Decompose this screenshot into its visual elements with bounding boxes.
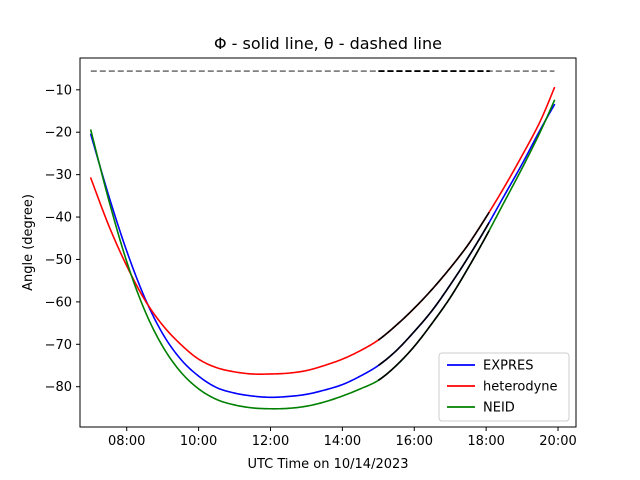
legend-label-neid: NEID xyxy=(483,401,515,416)
plot-layer xyxy=(89,70,556,410)
x-axis-ticks: 08:00 10:00 12:00 14:00 16:00 18:00 20:00 xyxy=(108,427,577,449)
highlight-segment-heterodyne xyxy=(377,211,490,341)
y-tick-label: −40 xyxy=(45,211,72,226)
legend-box xyxy=(438,352,570,422)
y-tick-label: −50 xyxy=(45,253,72,268)
legend: EXPRES heterodyne NEID xyxy=(438,352,570,422)
chart-title: Φ - solid line, θ - dashed line xyxy=(214,34,442,53)
y-tick-label: −20 xyxy=(45,126,72,141)
axes-frame xyxy=(79,57,577,428)
y-tick-label: −80 xyxy=(45,380,72,395)
x-tick-label: 14:00 xyxy=(324,434,361,449)
x-tick-label: 20:00 xyxy=(539,434,576,449)
x-axis-label: UTC Time on 10/14/2023 xyxy=(247,457,408,472)
y-tick-label: −60 xyxy=(45,295,72,310)
y-tick-label: −70 xyxy=(45,338,72,353)
x-tick-label: 12:00 xyxy=(252,434,289,449)
x-tick-label: 10:00 xyxy=(180,434,217,449)
x-tick-label: 18:00 xyxy=(467,434,504,449)
legend-label-heterodyne: heterodyne xyxy=(483,380,558,395)
highlight-segment-neid xyxy=(377,230,490,382)
x-tick-label: 08:00 xyxy=(108,434,145,449)
y-tick-label: −30 xyxy=(45,168,72,183)
legend-label-expres: EXPRES xyxy=(483,359,533,374)
highlight-segment-expres xyxy=(377,222,490,367)
y-axis-ticks: −10 −20 −30 −40 −50 −60 −70 −80 xyxy=(45,83,80,395)
x-tick-label: 16:00 xyxy=(396,434,433,449)
y-tick-label: −10 xyxy=(45,83,72,98)
y-axis-label: Angle (degree) xyxy=(21,194,36,291)
